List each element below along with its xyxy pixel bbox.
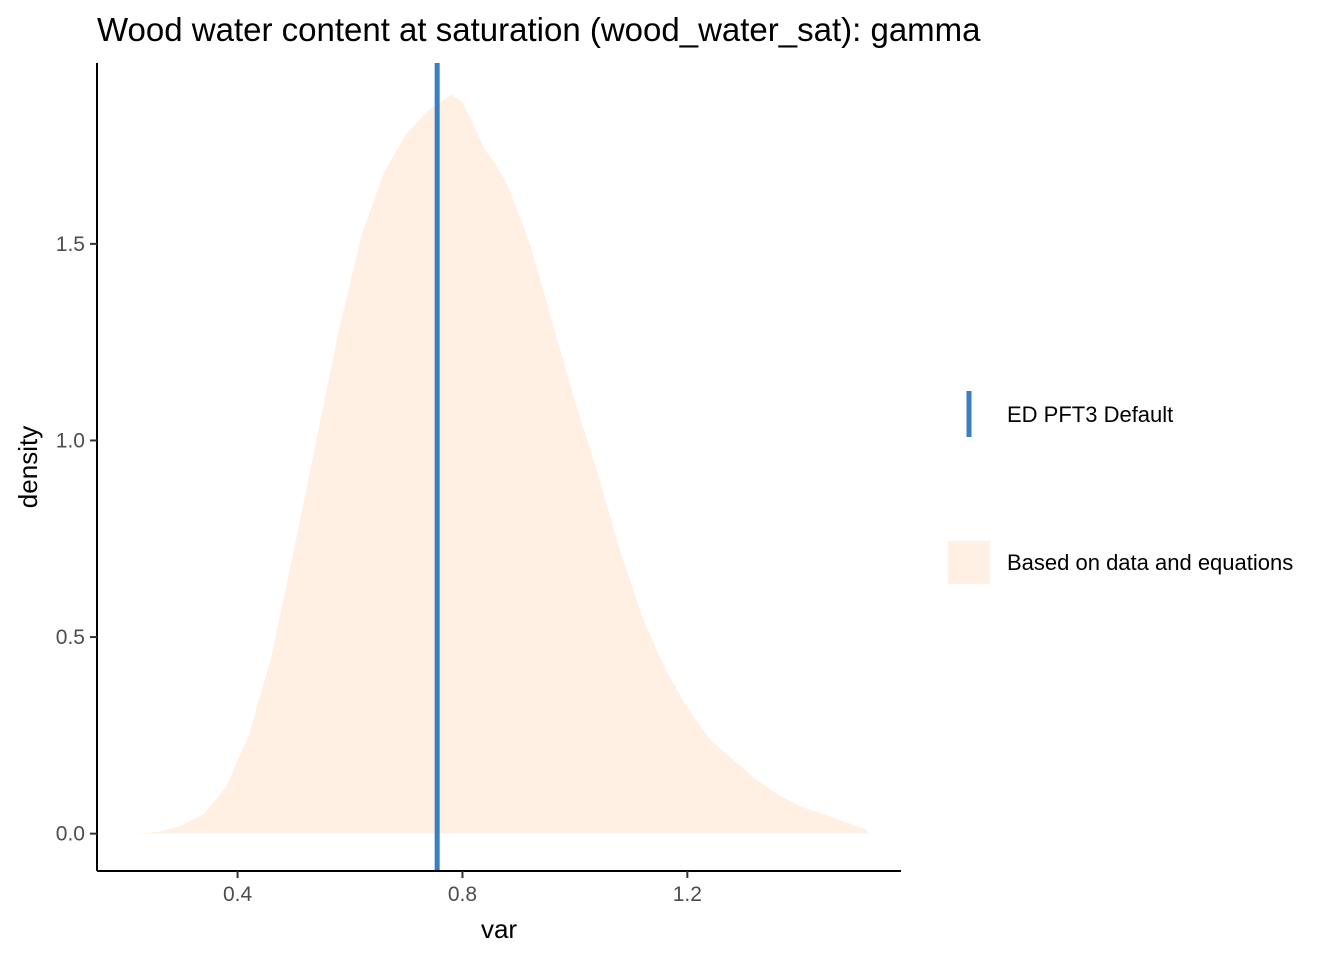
x-tick-label: 0.4 <box>223 883 253 906</box>
legend-item-default: ED PFT3 Default <box>966 391 1173 437</box>
legend-label-default: ED PFT3 Default <box>1007 402 1173 427</box>
y-axis-ticks: 0.0 0.5 1.0 1.5 <box>56 233 97 846</box>
y-tick-label: 0.0 <box>56 823 85 846</box>
y-axis-title: density <box>13 426 43 508</box>
y-tick-label: 0.5 <box>56 626 85 649</box>
chart-title: Wood water content at saturation (wood_w… <box>97 11 981 48</box>
x-tick-label: 1.2 <box>673 883 702 906</box>
legend-fill-key <box>948 541 990 584</box>
legend: ED PFT3 Default Based on data and equati… <box>948 391 1293 584</box>
legend-label-distribution: Based on data and equations <box>1007 550 1293 575</box>
x-tick-label: 0.8 <box>448 883 477 906</box>
density-area <box>136 94 868 834</box>
y-tick-label: 1.5 <box>56 233 85 256</box>
x-axis-ticks: 0.4 0.8 1.2 <box>223 871 702 906</box>
plot-area: 0.4 0.8 1.2 0.0 0.5 1.0 1.5 <box>56 63 901 906</box>
x-axis-title: var <box>481 914 517 944</box>
legend-item-distribution: Based on data and equations <box>948 541 1293 584</box>
y-tick-label: 1.0 <box>56 429 85 452</box>
